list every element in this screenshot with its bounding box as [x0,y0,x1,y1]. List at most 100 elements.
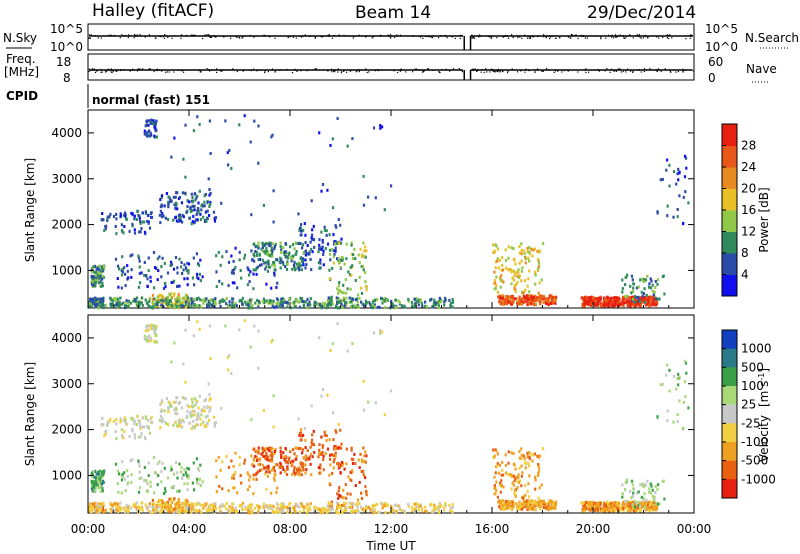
power-cell [297,242,300,245]
velocity-cell [520,484,523,488]
power-cell [228,300,231,304]
velocity-cell [316,506,320,510]
velocity-cell [149,480,152,484]
power-cell [351,137,354,141]
velocity-cell [104,508,107,512]
velocity-cell [500,483,503,487]
power-cell [290,256,294,260]
power-cell [200,208,203,212]
velocity-cell [264,466,267,469]
velocity-cell [499,481,502,485]
velocity-cell [343,467,346,471]
velocity-cell [143,334,146,338]
velocity-cell [595,508,598,512]
power-cell [147,304,150,308]
velocity-cell [266,458,269,462]
trace-dot [497,69,499,72]
velocity-cell [227,368,230,372]
trace-dot [643,70,645,73]
power-cell [177,214,180,218]
velocity-cell [114,430,117,433]
power-cell [547,302,550,306]
power-cell [531,254,534,258]
velocity-cell [352,503,355,507]
velocity-cell [516,479,519,483]
colorbar-segment [722,167,737,189]
trace-dot [177,69,179,71]
power-cell [146,302,149,305]
velocity-cell [295,457,298,461]
power-cell [95,281,98,285]
velocity-cell [225,507,228,511]
trace-dot [256,70,258,72]
velocity-cell [628,508,631,512]
trace-dot [376,69,379,71]
velocity-cell [355,509,358,513]
velocity-cell [332,454,335,457]
trace-dot [349,70,351,72]
power-cell [138,303,141,307]
trace-dot [144,36,146,38]
velocity-cell [254,506,257,510]
velocity-cell [273,473,276,477]
power-cell [610,304,614,308]
power-cell [508,299,511,303]
power-cell [114,257,118,261]
power-cell [180,265,183,269]
velocity-cell [220,406,223,410]
power-cell [206,304,209,308]
velocity-cell [626,499,629,503]
trace-dot [471,34,473,36]
power-cell [390,302,393,306]
power-cell [327,296,330,300]
trace-dot [569,37,571,39]
velocity-cell [191,505,194,509]
velocity-cell [99,485,102,489]
velocity-cell [512,452,515,456]
velocity-cell [152,456,156,459]
power-cell [267,259,270,263]
power-cell [513,274,516,278]
power-cell [119,212,122,216]
freq-tick-top: 18 [56,55,71,69]
trace-dot [378,70,380,72]
power-cell [257,241,260,245]
power-cell [493,279,496,283]
trace-dot [400,68,402,70]
velocity-cell [179,421,182,424]
power-cell [134,299,137,303]
power-cell [247,268,250,272]
velocity-cell [532,453,535,457]
power-cell [306,303,309,307]
velocity-cell [176,412,179,416]
velocity-cell [554,503,557,507]
velocity-cell [109,507,112,511]
power-cell [137,256,141,260]
power-cell [527,301,530,304]
trace-dot [385,69,387,71]
power-cell [624,295,627,298]
power-cell [217,250,220,254]
power-cell [628,303,631,307]
power-cell [118,267,121,271]
power-cell [197,262,200,266]
power-cell [146,285,149,289]
velocity-cell [526,508,529,512]
trace-dot [198,69,200,72]
velocity-cell [611,503,614,507]
power-cell [270,299,273,303]
power-cell [136,304,139,307]
power-cell [512,278,516,282]
velocity-cell [275,463,278,467]
velocity-cell [195,418,198,422]
velocity-cell [228,505,231,509]
trace-dot [194,34,196,36]
velocity-cell [656,487,659,491]
power-cell [198,304,201,307]
velocity-cell [167,507,171,510]
velocity-cell [329,457,332,461]
velocity-cell [364,476,367,480]
colorbar-tick-label: 16 [741,203,756,217]
power-cell [518,295,521,299]
power-cell [537,291,540,295]
